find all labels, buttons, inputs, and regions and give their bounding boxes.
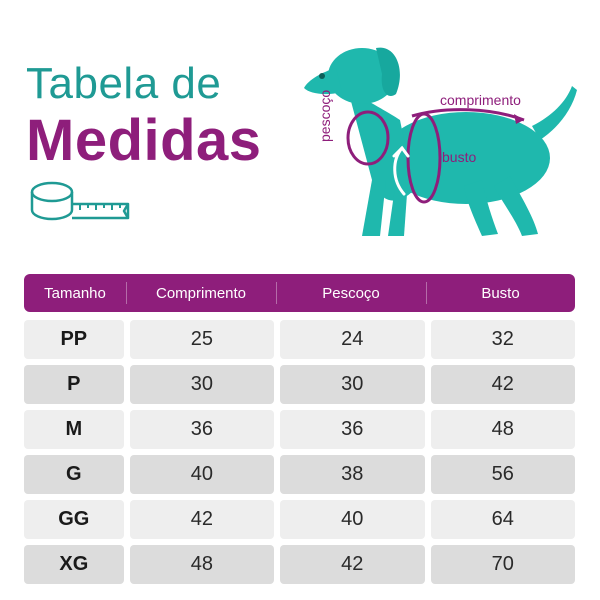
table-row: XG 48 42 70	[24, 545, 575, 584]
header-neck: Pescoço	[276, 274, 426, 312]
bust-cell: 70	[430, 545, 575, 584]
bust-cell: 42	[430, 365, 575, 404]
measuring-tape-icon	[30, 181, 130, 221]
length-label: comprimento	[440, 92, 521, 108]
size-cell: GG	[24, 500, 124, 539]
page-title-line-2: Medidas	[26, 108, 262, 173]
size-cell: PP	[24, 320, 124, 359]
length-cell: 25	[129, 320, 275, 359]
neck-cell: 30	[280, 365, 425, 404]
neck-cell: 38	[280, 455, 425, 494]
bust-cell: 64	[430, 500, 575, 539]
table-row: P 30 30 42	[24, 365, 575, 404]
neck-cell: 24	[280, 320, 425, 359]
bust-cell: 48	[430, 410, 575, 449]
table-row: PP 25 24 32	[24, 320, 575, 359]
length-cell: 36	[129, 410, 275, 449]
table-row: M 36 36 48	[24, 410, 575, 449]
table-row: GG 42 40 64	[24, 500, 575, 539]
size-cell: M	[24, 410, 124, 449]
page-title-line-1: Tabela de	[26, 59, 222, 108]
length-cell: 30	[129, 365, 275, 404]
neck-label: pescoço	[317, 89, 333, 142]
neck-cell: 36	[280, 410, 425, 449]
neck-cell: 40	[280, 500, 425, 539]
table-body: PP 25 24 32 P 30 30 42 M 36 36 48 G 40 3…	[24, 320, 575, 584]
header-bust: Busto	[426, 274, 575, 312]
dog-silhouette-icon	[304, 47, 577, 236]
bust-label: busto	[442, 149, 477, 165]
size-cell: XG	[24, 545, 124, 584]
neck-cell: 42	[280, 545, 425, 584]
bust-cell: 56	[430, 455, 575, 494]
header-length: Comprimento	[126, 274, 276, 312]
size-cell: P	[24, 365, 124, 404]
length-cell: 42	[129, 500, 275, 539]
size-table: Tamanho Comprimento Pescoço Busto PP 25 …	[24, 274, 575, 590]
size-cell: G	[24, 455, 124, 494]
header-size: Tamanho	[44, 284, 106, 302]
table-header: Tamanho Comprimento Pescoço Busto	[24, 274, 575, 312]
length-cell: 48	[129, 545, 275, 584]
bust-cell: 32	[430, 320, 575, 359]
length-cell: 40	[129, 455, 275, 494]
table-row: G 40 38 56	[24, 455, 575, 494]
